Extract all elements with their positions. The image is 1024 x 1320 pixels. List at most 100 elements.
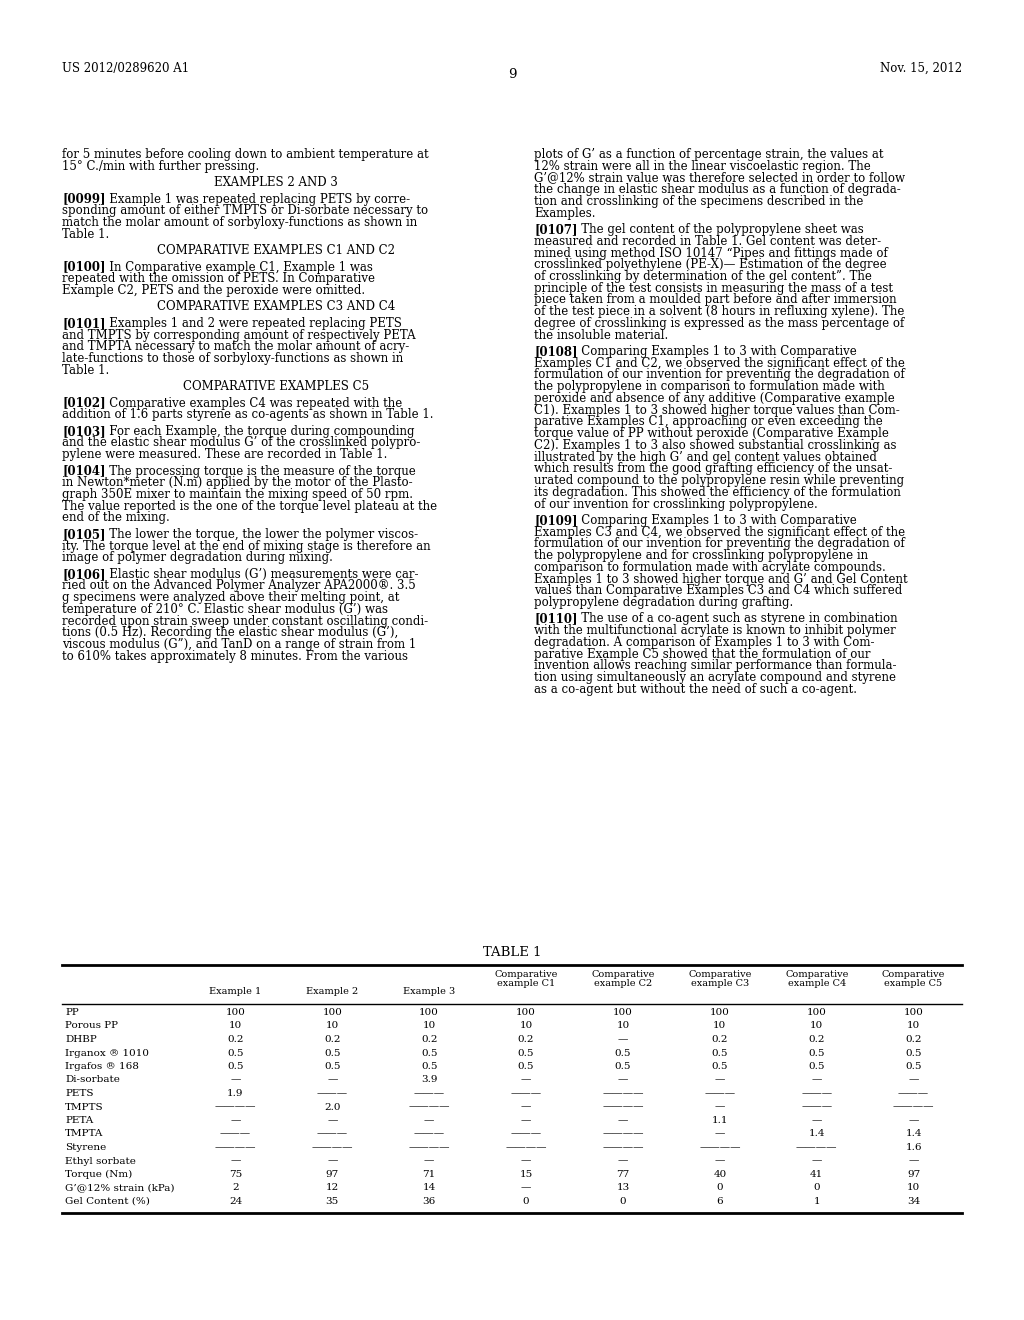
Text: Elastic shear modulus (G’) measurements were car-: Elastic shear modulus (G’) measurements …: [98, 568, 419, 581]
Text: TMPTA: TMPTA: [65, 1130, 103, 1138]
Text: 10: 10: [616, 1022, 630, 1031]
Text: temperature of 210° C. Elastic shear modulus (G’) was: temperature of 210° C. Elastic shear mod…: [62, 603, 388, 616]
Text: 15: 15: [519, 1170, 532, 1179]
Text: —: —: [908, 1076, 919, 1085]
Text: 10: 10: [423, 1022, 436, 1031]
Text: pylene were measured. These are recorded in Table 1.: pylene were measured. These are recorded…: [62, 447, 387, 461]
Text: Ethyl sorbate: Ethyl sorbate: [65, 1156, 136, 1166]
Text: 13: 13: [616, 1184, 630, 1192]
Text: 9: 9: [508, 69, 516, 81]
Text: 0.5: 0.5: [808, 1048, 825, 1057]
Text: the polypropylene in comparison to formulation made with: the polypropylene in comparison to formu…: [534, 380, 885, 393]
Text: 1.1: 1.1: [712, 1115, 728, 1125]
Text: 100: 100: [323, 1008, 342, 1016]
Text: —: —: [521, 1184, 531, 1192]
Text: 0.5: 0.5: [421, 1048, 437, 1057]
Text: [0102]: [0102]: [62, 396, 105, 409]
Text: 2: 2: [232, 1184, 239, 1192]
Text: 1.4: 1.4: [905, 1130, 922, 1138]
Text: Comparative: Comparative: [495, 970, 558, 979]
Text: 1.9: 1.9: [227, 1089, 244, 1098]
Text: 0.5: 0.5: [324, 1063, 341, 1071]
Text: the change in elastic shear modulus as a function of degrada-: the change in elastic shear modulus as a…: [534, 183, 901, 197]
Text: of our invention for crosslinking polypropylene.: of our invention for crosslinking polypr…: [534, 498, 818, 511]
Text: 100: 100: [516, 1008, 536, 1016]
Text: 100: 100: [807, 1008, 826, 1016]
Text: Examples.: Examples.: [534, 207, 596, 219]
Text: late-functions to those of sorbyloxy-functions as shown in: late-functions to those of sorbyloxy-fun…: [62, 352, 403, 366]
Text: Table 1.: Table 1.: [62, 364, 110, 376]
Text: —: —: [424, 1115, 434, 1125]
Text: Example 1 was repeated replacing PETS by corre-: Example 1 was repeated replacing PETS by…: [98, 193, 411, 206]
Text: [0108]: [0108]: [534, 345, 578, 358]
Text: [0110]: [0110]: [534, 612, 578, 626]
Text: Di-sorbate: Di-sorbate: [65, 1076, 120, 1085]
Text: The use of a co-agent such as styrene in combination: The use of a co-agent such as styrene in…: [570, 612, 898, 626]
Text: 1.4: 1.4: [808, 1130, 825, 1138]
Text: —: —: [617, 1076, 628, 1085]
Text: PP: PP: [65, 1008, 79, 1016]
Text: TABLE 1: TABLE 1: [482, 946, 542, 960]
Text: the insoluble material.: the insoluble material.: [534, 329, 669, 342]
Text: example C5: example C5: [885, 979, 943, 989]
Text: TMPTS: TMPTS: [65, 1102, 103, 1111]
Text: 40: 40: [713, 1170, 726, 1179]
Text: and TMPTA necessary to match the molar amount of acry-: and TMPTA necessary to match the molar a…: [62, 341, 410, 354]
Text: —: —: [521, 1076, 531, 1085]
Text: EXAMPLES 2 AND 3: EXAMPLES 2 AND 3: [214, 176, 338, 189]
Text: —: —: [715, 1130, 725, 1138]
Text: PETS: PETS: [65, 1089, 93, 1098]
Text: ———: ———: [511, 1089, 542, 1098]
Text: degradation. A comparison of Examples 1 to 3 with Com-: degradation. A comparison of Examples 1 …: [534, 636, 874, 649]
Text: [0109]: [0109]: [534, 513, 578, 527]
Text: Styrene: Styrene: [65, 1143, 106, 1152]
Text: ————: ————: [602, 1089, 644, 1098]
Text: 0.5: 0.5: [421, 1063, 437, 1071]
Text: Examples 1 and 2 were repeated replacing PETS: Examples 1 and 2 were repeated replacing…: [98, 317, 402, 330]
Text: which results from the good grafting efficiency of the unsat-: which results from the good grafting eff…: [534, 462, 892, 475]
Text: crosslinked polyethylene (PE-X)— Estimation of the degree: crosslinked polyethylene (PE-X)— Estimat…: [534, 259, 887, 271]
Text: PETA: PETA: [65, 1115, 93, 1125]
Text: values than Comparative Examples C3 and C4 which suffered: values than Comparative Examples C3 and …: [534, 585, 902, 598]
Text: —: —: [230, 1115, 241, 1125]
Text: 24: 24: [228, 1197, 242, 1206]
Text: [0106]: [0106]: [62, 568, 105, 581]
Text: ———: ———: [414, 1089, 444, 1098]
Text: C2). Examples 1 to 3 also showed substantial crosslinking as: C2). Examples 1 to 3 also showed substan…: [534, 438, 896, 451]
Text: ried out on the Advanced Polymer Analyzer APA2000®. 3.5: ried out on the Advanced Polymer Analyze…: [62, 579, 416, 593]
Text: ———: ———: [801, 1089, 833, 1098]
Text: 2.0: 2.0: [324, 1102, 341, 1111]
Text: to 610% takes approximately 8 minutes. From the various: to 610% takes approximately 8 minutes. F…: [62, 649, 408, 663]
Text: 100: 100: [710, 1008, 730, 1016]
Text: 0.5: 0.5: [712, 1063, 728, 1071]
Text: 35: 35: [326, 1197, 339, 1206]
Text: ————: ————: [602, 1143, 644, 1152]
Text: 41: 41: [810, 1170, 823, 1179]
Text: torque value of PP without peroxide (Comparative Example: torque value of PP without peroxide (Com…: [534, 428, 889, 440]
Text: [0099]: [0099]: [62, 193, 105, 206]
Text: mined using method ISO 10147 “Pipes and fittings made of: mined using method ISO 10147 “Pipes and …: [534, 247, 888, 260]
Text: ———: ———: [220, 1130, 251, 1138]
Text: 100: 100: [903, 1008, 924, 1016]
Text: 14: 14: [423, 1184, 436, 1192]
Text: ———: ———: [316, 1089, 348, 1098]
Text: piece taken from a moulded part before and after immersion: piece taken from a moulded part before a…: [534, 293, 897, 306]
Text: 97: 97: [326, 1170, 339, 1179]
Text: 10: 10: [907, 1184, 921, 1192]
Text: 97: 97: [907, 1170, 921, 1179]
Text: 10: 10: [810, 1022, 823, 1031]
Text: ————: ————: [699, 1143, 740, 1152]
Text: Examples C3 and C4, we observed the significant effect of the: Examples C3 and C4, we observed the sign…: [534, 525, 905, 539]
Text: ————: ————: [215, 1143, 256, 1152]
Text: end of the mixing.: end of the mixing.: [62, 511, 170, 524]
Text: addition of 1.6 parts styrene as co-agents as shown in Table 1.: addition of 1.6 parts styrene as co-agen…: [62, 408, 433, 421]
Text: example C2: example C2: [594, 979, 652, 989]
Text: 0.2: 0.2: [324, 1035, 341, 1044]
Text: measured and recorded in Table 1. Gel content was deter-: measured and recorded in Table 1. Gel co…: [534, 235, 881, 248]
Text: 10: 10: [907, 1022, 921, 1031]
Text: —: —: [521, 1115, 531, 1125]
Text: Example 3: Example 3: [403, 987, 456, 997]
Text: 100: 100: [225, 1008, 246, 1016]
Text: peroxide and absence of any additive (Comparative example: peroxide and absence of any additive (Co…: [534, 392, 895, 405]
Text: 0.5: 0.5: [614, 1063, 631, 1071]
